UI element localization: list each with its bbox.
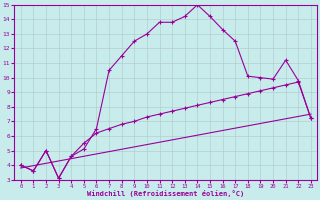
X-axis label: Windchill (Refroidissement éolien,°C): Windchill (Refroidissement éolien,°C) (87, 190, 244, 197)
